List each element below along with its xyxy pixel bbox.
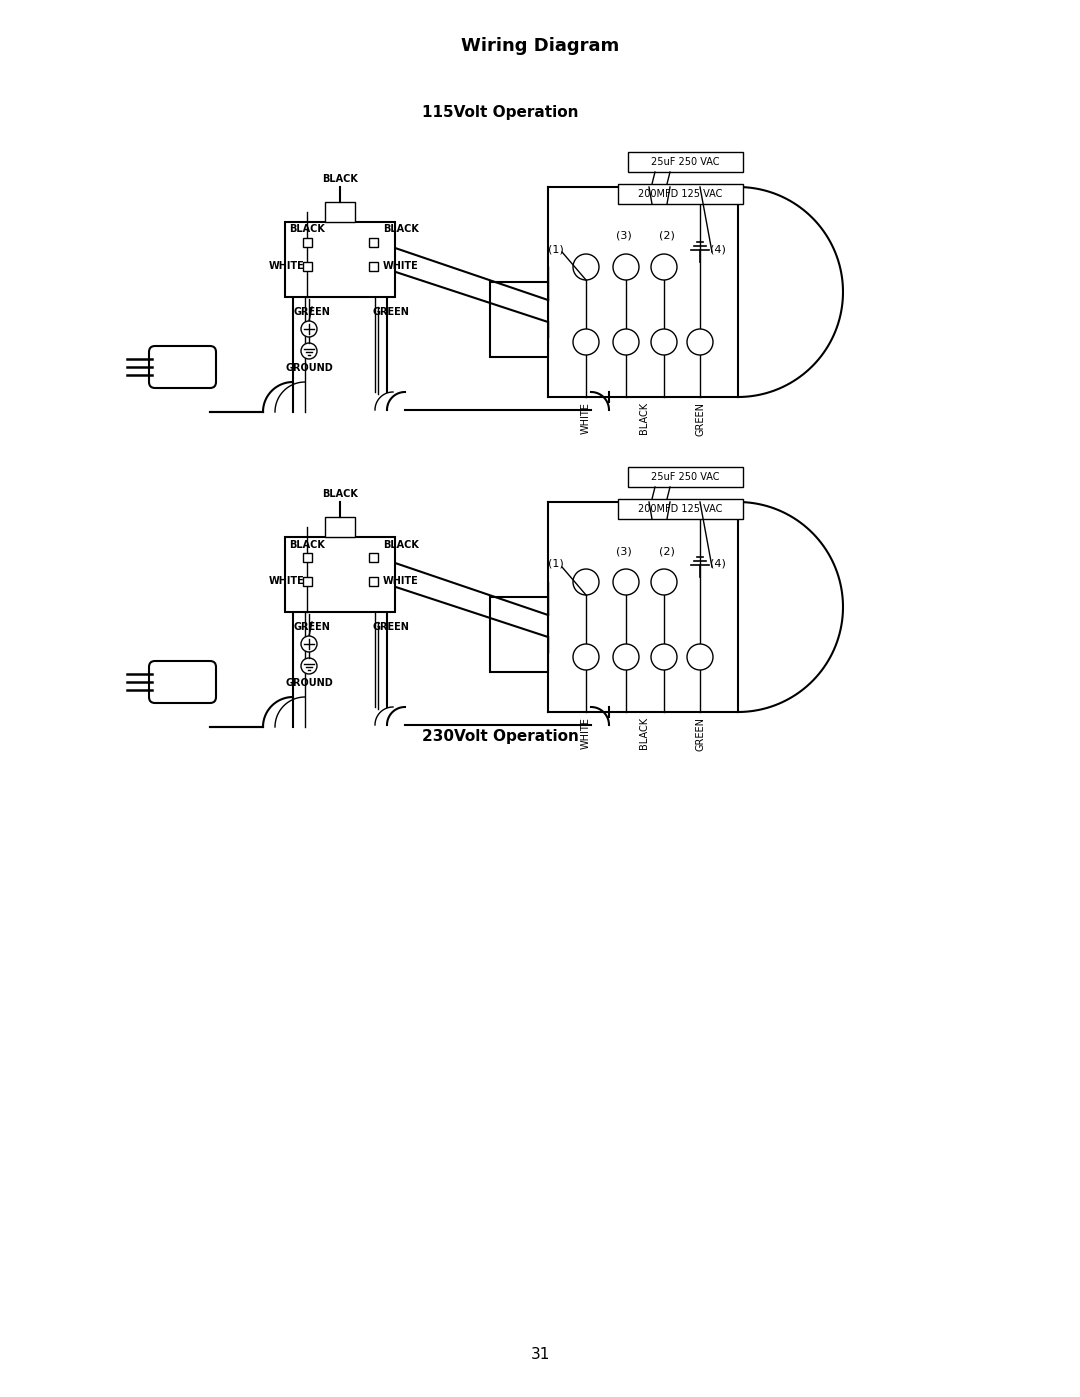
- Bar: [368, 237, 378, 246]
- Circle shape: [301, 321, 318, 337]
- Bar: [627, 152, 743, 172]
- Text: WHITE: WHITE: [383, 576, 419, 585]
- Text: GROUND: GROUND: [285, 678, 333, 687]
- Bar: [325, 517, 355, 536]
- Text: 25uF 250 VAC: 25uF 250 VAC: [651, 472, 719, 482]
- Text: WHITE: WHITE: [581, 717, 591, 749]
- Text: 31: 31: [530, 1347, 550, 1362]
- Text: GROUND: GROUND: [285, 363, 333, 373]
- Bar: [302, 261, 311, 271]
- Circle shape: [613, 330, 639, 355]
- Circle shape: [613, 569, 639, 595]
- Circle shape: [573, 644, 599, 671]
- Text: BLACK: BLACK: [639, 402, 649, 434]
- Text: (2): (2): [659, 231, 675, 242]
- Circle shape: [651, 330, 677, 355]
- Text: BLACK: BLACK: [289, 539, 325, 549]
- Bar: [368, 577, 378, 585]
- Text: 25uF 250 VAC: 25uF 250 VAC: [651, 156, 719, 168]
- Circle shape: [687, 330, 713, 355]
- Circle shape: [651, 254, 677, 279]
- Bar: [285, 222, 395, 298]
- Text: GREEN: GREEN: [373, 622, 409, 631]
- Text: (3): (3): [616, 546, 632, 556]
- Text: WHITE: WHITE: [581, 402, 591, 434]
- Circle shape: [301, 636, 318, 652]
- Text: 230Volt Operation: 230Volt Operation: [421, 729, 579, 745]
- Circle shape: [301, 344, 318, 359]
- Bar: [302, 577, 311, 585]
- Text: WHITE: WHITE: [383, 261, 419, 271]
- Text: GREEN: GREEN: [373, 307, 409, 317]
- Text: (1): (1): [549, 244, 564, 254]
- Text: (3): (3): [616, 231, 632, 242]
- Bar: [368, 261, 378, 271]
- Bar: [368, 552, 378, 562]
- Text: BLACK: BLACK: [639, 717, 649, 749]
- Text: GREEN: GREEN: [696, 402, 705, 436]
- Text: BLACK: BLACK: [322, 175, 357, 184]
- Circle shape: [651, 644, 677, 671]
- Bar: [285, 536, 395, 612]
- Text: BLACK: BLACK: [289, 225, 325, 235]
- Circle shape: [301, 658, 318, 673]
- Bar: [618, 184, 743, 204]
- Text: GREEN: GREEN: [294, 622, 330, 631]
- Circle shape: [687, 644, 713, 671]
- Bar: [302, 237, 311, 246]
- Text: (4): (4): [710, 559, 726, 569]
- Text: Wiring Diagram: Wiring Diagram: [461, 36, 619, 54]
- Text: (2): (2): [659, 546, 675, 556]
- Bar: [490, 597, 548, 672]
- Bar: [627, 467, 743, 488]
- Bar: [302, 552, 311, 562]
- Circle shape: [573, 254, 599, 279]
- Text: BLACK: BLACK: [383, 225, 419, 235]
- Text: BLACK: BLACK: [383, 539, 419, 549]
- Text: (1): (1): [549, 559, 564, 569]
- Text: (4): (4): [710, 244, 726, 254]
- Bar: [618, 499, 743, 520]
- FancyBboxPatch shape: [149, 346, 216, 388]
- Text: 200MFD 125 VAC: 200MFD 125 VAC: [638, 189, 723, 198]
- Bar: [325, 203, 355, 222]
- Text: 200MFD 125 VAC: 200MFD 125 VAC: [638, 504, 723, 514]
- Text: 115Volt Operation: 115Volt Operation: [422, 105, 578, 120]
- Text: WHITE: WHITE: [268, 261, 303, 271]
- Circle shape: [613, 254, 639, 279]
- Circle shape: [613, 644, 639, 671]
- Bar: [490, 282, 548, 358]
- Circle shape: [651, 569, 677, 595]
- Circle shape: [573, 330, 599, 355]
- Text: GREEN: GREEN: [294, 307, 330, 317]
- Text: BLACK: BLACK: [322, 489, 357, 499]
- Circle shape: [573, 569, 599, 595]
- Text: GREEN: GREEN: [696, 717, 705, 752]
- Text: WHITE: WHITE: [268, 576, 303, 585]
- FancyBboxPatch shape: [149, 661, 216, 703]
